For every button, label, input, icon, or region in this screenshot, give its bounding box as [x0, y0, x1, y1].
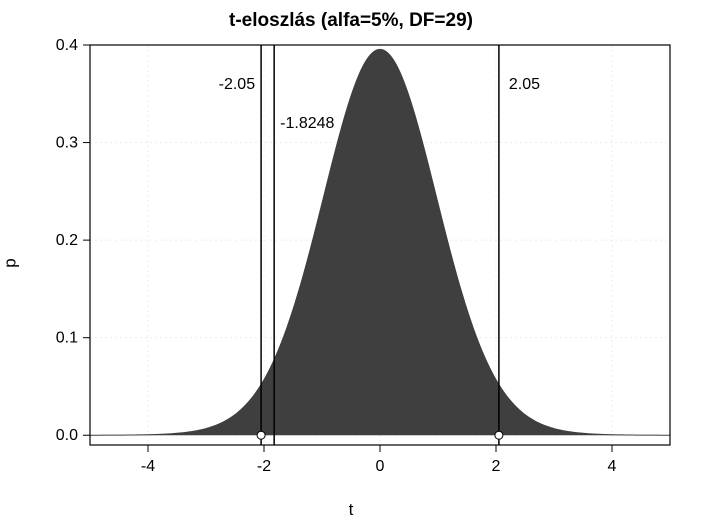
- y-tick-label: 0.3: [56, 135, 78, 152]
- chart-container: t-eloszlás (alfa=5%, DF=29) p t -2.05 -1.…: [0, 0, 702, 526]
- plot-svg: -2.05 -1.8248 2.05 -4 -2 0 2 4 0.0 0.1 0.2 0.3 0.4: [0, 0, 702, 526]
- x-tick-label: 0: [376, 458, 385, 475]
- chart-title: t-eloszlás (alfa=5%, DF=29): [0, 10, 702, 32]
- critical-point-marker: [495, 431, 503, 439]
- y-tick-label: 0.2: [56, 232, 78, 249]
- y-axis-label: p: [1, 258, 21, 267]
- x-tick-label: 2: [492, 458, 501, 475]
- x-tick-label: 4: [608, 458, 617, 475]
- x-tick-label: -2: [257, 458, 271, 475]
- density-fill: [90, 49, 670, 435]
- y-tick-label: 0.0: [56, 427, 78, 444]
- x-tick-label: -4: [141, 458, 155, 475]
- x-axis-label: t: [0, 500, 702, 520]
- critical-point-marker: [257, 431, 265, 439]
- y-tick-label: 0.4: [56, 37, 78, 54]
- reference-line-label: 2.05: [509, 76, 540, 93]
- reference-line-label: -1.8248: [280, 115, 334, 132]
- reference-line-label: -2.05: [219, 76, 256, 93]
- y-tick-label: 0.1: [56, 330, 78, 347]
